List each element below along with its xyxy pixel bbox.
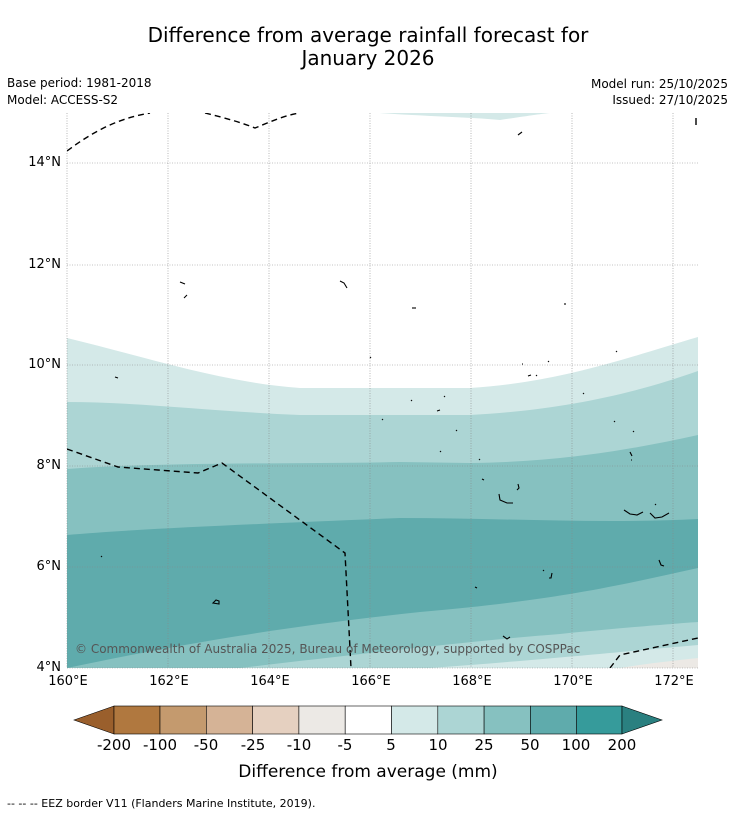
lon-label-162e: 162°E <box>149 674 189 689</box>
colorbar-tick: -10 <box>286 736 312 754</box>
colorbar-swatch-1 <box>113 705 161 735</box>
colorbar-tick: -50 <box>193 736 219 754</box>
colorbar-swatch-4 <box>252 705 300 735</box>
rainfall-contours <box>67 113 698 668</box>
base-period: Base period: 1981-2018 <box>7 76 152 90</box>
model-name: Model: ACCESS-S2 <box>7 93 119 107</box>
colorbar-tick: -200 <box>96 736 132 754</box>
colorbar-tick: 25 <box>474 736 494 754</box>
colorbar-swatch-max <box>621 705 663 735</box>
islands <box>100 131 670 640</box>
gridlines <box>66 113 698 669</box>
colorbar-tick: 200 <box>607 736 637 754</box>
lat-label-8n: 8°N <box>36 458 62 473</box>
eez-borders <box>67 113 698 668</box>
lat-label-14n: 14°N <box>28 155 61 170</box>
colorbar <box>73 705 663 735</box>
lon-label-168e: 168°E <box>452 674 492 689</box>
contour-neg-south <box>620 658 698 668</box>
colorbar-tick: 5 <box>386 736 396 754</box>
map-title-line1: Difference from average rainfall forecas… <box>147 23 589 47</box>
contour-5-10-south <box>430 645 698 668</box>
colorbar-tick: 10 <box>428 736 448 754</box>
colorbar-swatch-5 <box>298 705 346 735</box>
lat-label-6n: 6°N <box>36 559 62 574</box>
colorbar-tick: -5 <box>337 736 353 754</box>
colorbar-tick: -25 <box>240 736 266 754</box>
lon-label-172e: 172°E <box>654 674 694 689</box>
issued-date: Issued: 27/10/2025 <box>612 93 728 107</box>
lat-label-4n: 4°N <box>36 660 62 675</box>
lon-label-170e: 170°E <box>553 674 593 689</box>
colorbar-swatch-9 <box>483 705 531 735</box>
copyright-notice: © Commonwealth of Australia 2025, Bureau… <box>75 642 581 656</box>
colorbar-tick: -100 <box>142 736 178 754</box>
colorbar-title: Difference from average (mm) <box>238 762 498 782</box>
colorbar-swatch-7 <box>391 705 439 735</box>
contour-top-patch <box>380 113 550 120</box>
lat-label-10n: 10°N <box>28 357 61 372</box>
eez-footnote: -- -- -- EEZ border V11 (Flanders Marine… <box>7 797 316 810</box>
map-title-line2: January 2026 <box>301 46 435 70</box>
model-run: Model run: 25/10/2025 <box>590 77 728 91</box>
lon-label-166e: 166°E <box>351 674 391 689</box>
colorbar-swatch-8 <box>437 705 485 735</box>
colorbar-swatch-3 <box>206 705 253 735</box>
lat-label-12n: 12°N <box>28 257 61 272</box>
colorbar-tick: 50 <box>520 736 540 754</box>
colorbar-swatch-6 <box>344 705 392 735</box>
colorbar-swatch-min <box>73 705 115 735</box>
lon-label-164e: 164°E <box>250 674 290 689</box>
colorbar-swatch-11 <box>576 705 623 735</box>
colorbar-tick: 100 <box>561 736 591 754</box>
lon-label-160e: 160°E <box>48 674 88 689</box>
contour-50-100 <box>67 518 698 668</box>
colorbar-swatch-10 <box>530 705 578 735</box>
colorbar-swatch-2 <box>159 705 207 735</box>
